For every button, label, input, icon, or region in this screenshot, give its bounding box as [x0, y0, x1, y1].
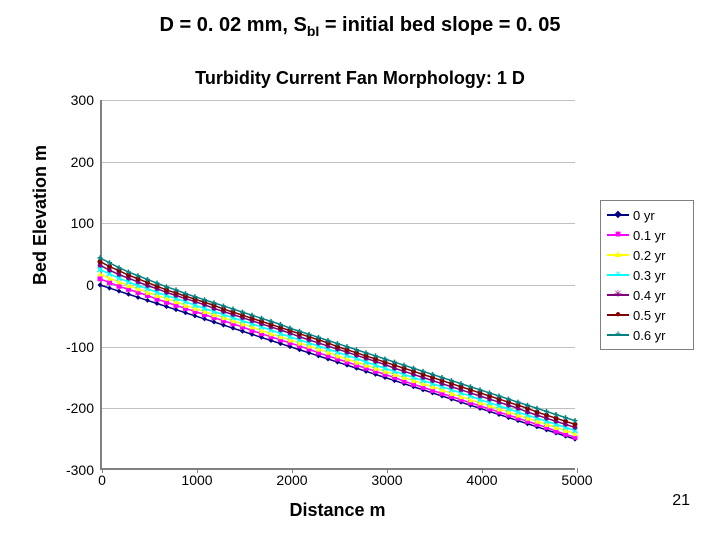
- legend-label: 0.1 yr: [633, 228, 666, 243]
- series-layer: [100, 100, 575, 470]
- x-tick-label: 5000: [561, 472, 592, 488]
- legend-item: ● 0.5 yr: [607, 305, 687, 325]
- legend-swatch: ▲: [607, 254, 629, 256]
- legend-item: ◆ 0 yr: [607, 205, 687, 225]
- x-tick-label: 3000: [371, 472, 402, 488]
- legend-item: ✳ 0.4 yr: [607, 285, 687, 305]
- legend-marker-icon: ✳: [614, 290, 622, 300]
- series-marker: [535, 406, 540, 411]
- legend-swatch: ■: [607, 234, 629, 236]
- series-marker: [202, 316, 207, 321]
- legend-label: 0.5 yr: [633, 308, 666, 323]
- legend-swatch: ●: [607, 314, 629, 316]
- series-marker: [183, 310, 188, 315]
- series-marker: [126, 292, 131, 297]
- series-line: [100, 258, 575, 421]
- y-tick-label: -100: [66, 339, 94, 355]
- legend-item: × 0.3 yr: [607, 265, 687, 285]
- series-marker: [563, 415, 568, 420]
- series-marker: [164, 304, 169, 309]
- series-marker: [193, 313, 198, 318]
- header-suffix: = initial bed slope = 0. 05: [319, 14, 560, 36]
- legend-marker-icon: ●: [615, 310, 621, 320]
- series-marker: [240, 329, 245, 334]
- legend-marker-icon: ■: [615, 230, 621, 240]
- plot-area: -300-200-1000100200300010002000300040005…: [100, 100, 575, 470]
- series-marker: [107, 286, 112, 291]
- page-number: 21: [672, 492, 690, 510]
- x-axis-label: Distance m: [100, 500, 575, 521]
- series-marker: [174, 307, 179, 312]
- y-tick-label: 0: [86, 277, 94, 293]
- series-marker: [117, 284, 122, 289]
- x-tick-label: 1000: [181, 472, 212, 488]
- legend-item: +0.6 yr: [607, 325, 687, 345]
- series-marker: [145, 298, 150, 303]
- y-tick-label: -200: [66, 400, 94, 416]
- y-axis-label: Bed Elevation m: [30, 145, 51, 285]
- legend-marker-icon: ×: [615, 270, 621, 280]
- legend-marker-icon: ◆: [614, 210, 622, 220]
- series-marker: [573, 418, 578, 423]
- series-marker: [136, 295, 141, 300]
- legend-label: 0.4 yr: [633, 288, 666, 303]
- y-tick-label: -300: [66, 462, 94, 478]
- legend-swatch: ◆: [607, 214, 629, 216]
- x-tick-label: 4000: [466, 472, 497, 488]
- legend-item: ■ 0.1 yr: [607, 225, 687, 245]
- series-marker: [544, 409, 549, 414]
- series-marker: [107, 280, 112, 285]
- legend-label: 0.6 yr: [633, 328, 666, 343]
- x-tick-label: 0: [98, 472, 106, 488]
- y-tick-label: 100: [71, 215, 94, 231]
- legend-marker-icon: ▲: [613, 250, 623, 260]
- series-marker: [212, 320, 217, 325]
- legend-swatch: +: [607, 334, 629, 336]
- chart-title: Turbidity Current Fan Morphology: 1 D: [0, 68, 720, 89]
- series-marker: [554, 412, 559, 417]
- series-marker: [231, 326, 236, 331]
- header-parameters: D = 0. 02 mm, SbI = initial bed slope = …: [0, 14, 720, 39]
- header-sub: bI: [307, 23, 319, 39]
- legend-swatch: ×: [607, 274, 629, 276]
- legend-label: 0.2 yr: [633, 248, 666, 263]
- series-marker: [98, 276, 103, 281]
- legend-label: 0 yr: [633, 208, 655, 223]
- legend-swatch: ✳: [607, 294, 629, 296]
- legend-marker-icon: +: [615, 330, 621, 340]
- header-prefix: D = 0. 02 mm, S: [160, 14, 307, 36]
- series-marker: [98, 283, 103, 288]
- series-marker: [155, 301, 160, 306]
- y-tick-label: 200: [71, 154, 94, 170]
- legend-label: 0.3 yr: [633, 268, 666, 283]
- legend-item: ▲ 0.2 yr: [607, 245, 687, 265]
- x-tick-label: 2000: [276, 472, 307, 488]
- y-tick-label: 300: [71, 92, 94, 108]
- series-marker: [221, 323, 226, 328]
- series-marker: [117, 289, 122, 294]
- legend: ◆ 0 yr ■ 0.1 yr ▲ 0.2 yr × 0.3 yr ✳ 0.4 yr ● 0.5 yr…: [600, 200, 694, 350]
